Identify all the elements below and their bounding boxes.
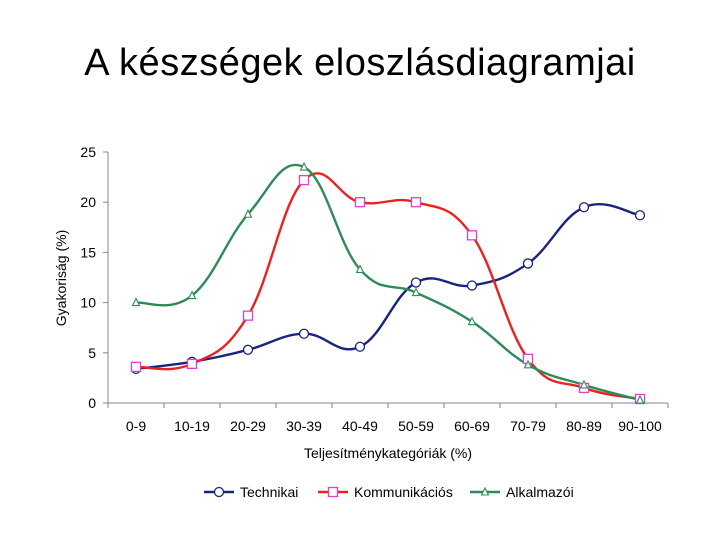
data-point-series-1: [354, 197, 366, 208]
data-point-series-2: [635, 394, 645, 404]
legend-label-2: Alkalmazói: [506, 484, 574, 500]
data-point-series-0: [578, 202, 590, 213]
legend-marker-1: [327, 486, 339, 498]
x-tick-label: 30-39: [286, 418, 322, 434]
data-point-series-1: [186, 358, 198, 369]
data-point-series-1: [298, 174, 310, 186]
data-point-series-0: [634, 210, 646, 221]
data-point-series-0: [242, 344, 254, 355]
x-tick-label: 80-89: [566, 418, 602, 434]
data-point-series-1: [130, 361, 142, 373]
y-tick-label: 0: [88, 395, 96, 411]
x-tick-label: 60-69: [454, 418, 490, 434]
data-point-series-2: [355, 264, 365, 274]
data-point-series-0: [466, 280, 478, 291]
x-tick-label: 10-19: [174, 418, 210, 434]
data-point-series-0: [410, 277, 422, 288]
data-point-series-2: [467, 316, 477, 326]
data-point-series-2: [411, 287, 421, 297]
data-point-series-2: [579, 379, 589, 389]
legend-marker-0: [213, 486, 225, 498]
y-tick-label: 10: [80, 295, 96, 311]
y-tick-label: 25: [80, 144, 96, 160]
data-point-series-2: [243, 209, 253, 218]
data-point-series-0: [522, 258, 534, 269]
x-tick-label: 90-100: [618, 418, 662, 434]
x-tick-label: 20-29: [230, 418, 266, 434]
series-line-1: [135, 172, 641, 401]
data-point-series-0: [298, 328, 310, 339]
legend-label-0: Technikai: [240, 484, 298, 500]
y-tick-label: 15: [80, 244, 96, 260]
data-point-series-2: [131, 297, 141, 307]
series-line-2: [135, 163, 641, 402]
y-tick-label: 5: [88, 345, 96, 361]
x-tick-label: 40-49: [342, 418, 378, 434]
data-point-series-0: [354, 341, 366, 352]
x-tick-label: 0-9: [126, 418, 146, 434]
data-point-series-1: [466, 230, 478, 241]
legend-marker-2: [480, 486, 490, 496]
x-tick-label: 70-79: [510, 418, 546, 434]
legend-label-1: Kommunikációs: [354, 484, 453, 500]
data-point-series-2: [299, 161, 309, 171]
legend: Technikai Kommunikációs Alkalmazói: [204, 484, 574, 500]
x-axis-label: Teljesítménykategóriák (%): [304, 445, 472, 461]
slide-title: A készségek eloszlásdiagramjai: [84, 42, 636, 84]
data-point-series-1: [242, 310, 254, 321]
series-line-0: [135, 202, 641, 371]
data-point-series-1: [410, 197, 422, 208]
data-point-series-2: [187, 290, 197, 300]
y-axis-label: Gyakoriság (%): [53, 230, 69, 326]
y-tick-label: 20: [80, 194, 96, 210]
x-tick-label: 50-59: [398, 418, 434, 434]
data-point-series-2: [523, 359, 533, 369]
